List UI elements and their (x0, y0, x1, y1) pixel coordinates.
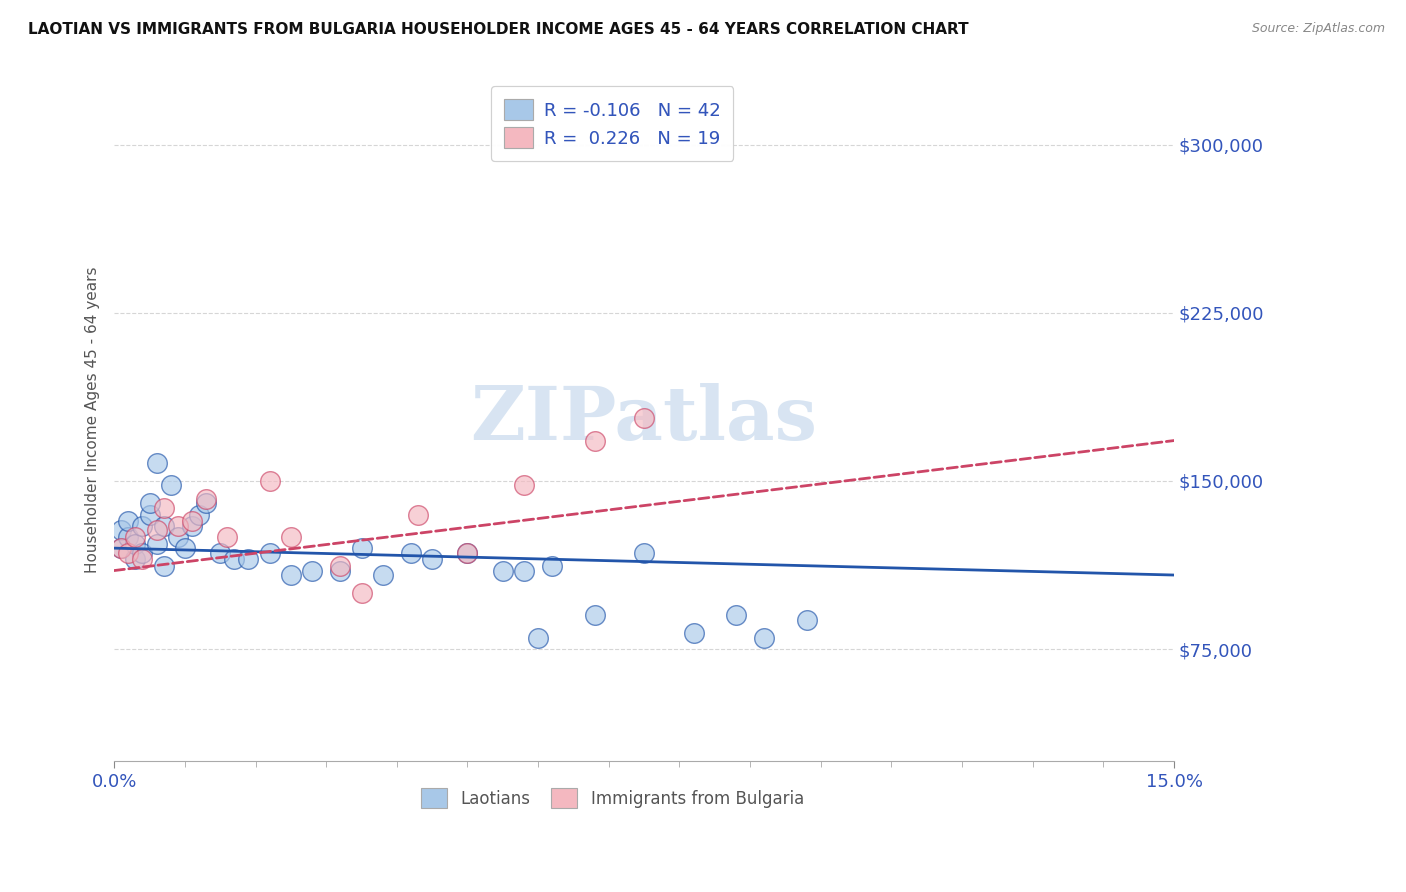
Point (180, 514, 202, 528)
Point (541, 559, 564, 574)
Point (110, 541, 132, 556)
Point (301, 564, 323, 578)
Point (145, 456, 167, 470)
Point (280, 568, 302, 582)
Point (633, 411, 655, 425)
Point (117, 530, 139, 544)
Point (399, 546, 422, 560)
Point (131, 518, 153, 533)
Point (145, 536, 167, 550)
Point (124, 530, 146, 544)
Point (138, 496, 160, 510)
Point (224, 552, 246, 566)
Point (420, 552, 443, 566)
Point (329, 559, 352, 574)
Point (195, 496, 218, 510)
Point (131, 552, 153, 566)
Point (456, 546, 478, 560)
Text: LAOTIAN VS IMMIGRANTS FROM BULGARIA HOUSEHOLDER INCOME AGES 45 - 64 YEARS CORREL: LAOTIAN VS IMMIGRANTS FROM BULGARIA HOUS… (28, 22, 969, 37)
Point (110, 541, 132, 556)
Point (350, 586, 373, 600)
Point (152, 559, 174, 574)
Point (180, 518, 202, 533)
Point (280, 530, 302, 544)
Point (173, 541, 195, 556)
Point (195, 491, 218, 506)
Y-axis label: Householder Income Ages 45 - 64 years: Householder Income Ages 45 - 64 years (86, 266, 100, 573)
Point (110, 523, 132, 537)
Point (527, 631, 550, 645)
Point (145, 523, 167, 537)
Point (217, 530, 239, 544)
Text: Source: ZipAtlas.com: Source: ZipAtlas.com (1251, 22, 1385, 36)
Point (166, 530, 188, 544)
Point (159, 478, 181, 492)
Point (406, 508, 429, 522)
Point (682, 626, 704, 640)
Point (124, 536, 146, 550)
Point (152, 500, 174, 515)
Point (117, 546, 139, 560)
Point (583, 434, 606, 448)
Point (583, 608, 606, 623)
Point (124, 552, 146, 566)
Point (209, 546, 232, 560)
Point (492, 564, 515, 578)
Point (329, 564, 352, 578)
Point (796, 613, 818, 627)
Point (166, 518, 188, 533)
Point (513, 478, 536, 492)
Point (633, 546, 655, 560)
Point (513, 564, 536, 578)
Legend: Laotians, Immigrants from Bulgaria: Laotians, Immigrants from Bulgaria (413, 781, 811, 814)
Point (259, 474, 281, 488)
Point (117, 514, 139, 528)
Point (238, 552, 260, 566)
Point (456, 546, 478, 560)
Point (138, 508, 160, 522)
Point (188, 508, 211, 522)
Point (350, 541, 373, 556)
Point (259, 546, 281, 560)
Point (724, 608, 747, 623)
Point (754, 631, 776, 645)
Point (131, 546, 153, 560)
Point (152, 518, 174, 533)
Text: ZIPatlas: ZIPatlas (471, 383, 818, 456)
Point (371, 568, 394, 582)
